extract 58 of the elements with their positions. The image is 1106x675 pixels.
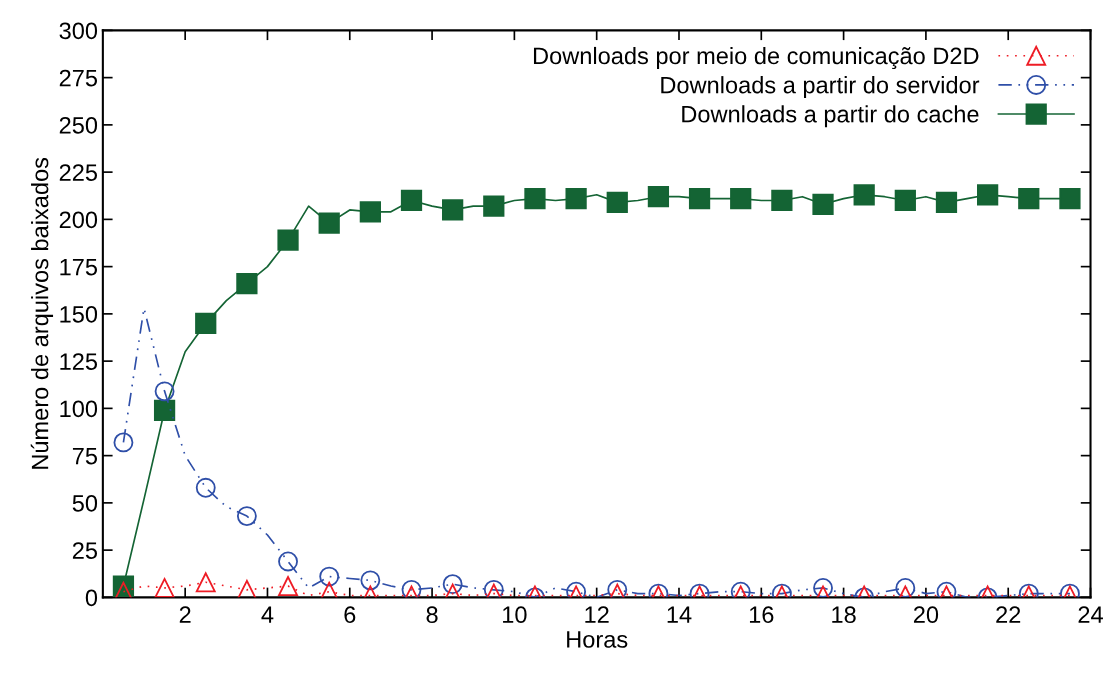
point	[401, 579, 422, 598]
y-axis-title: Número de arquivos baixados	[30, 157, 54, 469]
x-tick-label: 18	[832, 606, 856, 624]
point	[853, 184, 875, 206]
x-tick-label: 12	[585, 606, 609, 623]
y-tick-label: 25	[72, 542, 98, 559]
point	[400, 189, 423, 212]
point	[236, 579, 257, 598]
point	[113, 581, 134, 598]
y-tick-label: 50	[72, 494, 98, 512]
point	[442, 199, 464, 221]
point	[195, 312, 217, 334]
y-tick-label: 100	[60, 400, 98, 418]
y-tick-label: 200	[59, 211, 98, 229]
point	[154, 381, 175, 402]
point	[1059, 187, 1081, 210]
y-tick-label: 225	[59, 164, 98, 181]
x-axis-title: Horas	[567, 631, 628, 648]
point	[894, 189, 916, 212]
y-tick-label: 175	[60, 258, 98, 276]
point	[935, 191, 958, 213]
point	[524, 187, 546, 210]
point	[1018, 187, 1040, 210]
point	[319, 581, 340, 598]
point	[647, 186, 670, 208]
point	[483, 195, 505, 217]
x-tick-label: 10	[503, 606, 527, 624]
y-tick-label: 125	[60, 353, 98, 370]
y-tick-label: 0	[85, 589, 98, 607]
y-tick-label: 150	[60, 305, 98, 323]
x-tick-label: 22	[996, 606, 1021, 623]
point	[318, 212, 340, 234]
point	[236, 273, 258, 295]
point	[606, 191, 628, 213]
x-tick-label: 4	[261, 606, 274, 623]
point	[812, 193, 834, 215]
point	[688, 187, 711, 210]
x-tick-label: 8	[426, 606, 438, 624]
y-tick-label: 250	[59, 116, 98, 134]
y-tick-label: 275	[59, 69, 98, 87]
point	[565, 187, 587, 210]
x-tick-label: 2	[179, 606, 191, 623]
point	[359, 201, 381, 223]
x-tick-label: 24	[1078, 606, 1103, 623]
x-tick-label: 6	[344, 606, 356, 624]
y-tick-label: 75	[72, 447, 98, 465]
x-tick-label: 16	[749, 606, 774, 624]
legend-label: Downloads a partir do servidor	[661, 76, 980, 99]
x-tick-label: 14	[667, 606, 692, 623]
legend-label: Downloads por meio de comunicação D2D	[533, 46, 979, 70]
y-tick-label: 300	[59, 22, 98, 40]
point	[771, 189, 793, 212]
point	[277, 229, 299, 251]
legend-label: Downloads a partir do cache	[682, 105, 979, 128]
point	[730, 187, 752, 210]
point	[977, 184, 999, 206]
x-tick-label: 20	[913, 606, 939, 624]
point	[153, 399, 176, 421]
